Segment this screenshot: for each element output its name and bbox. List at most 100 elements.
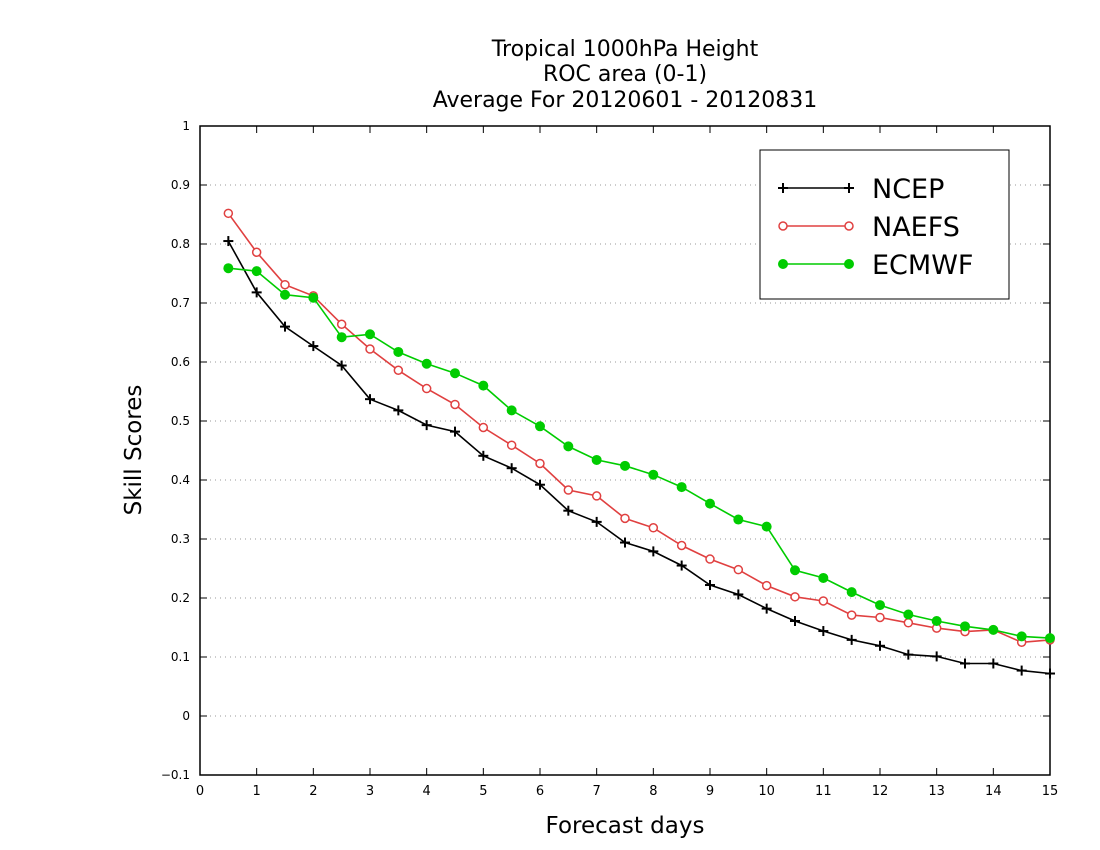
y-axis-label: Skill Scores xyxy=(121,385,147,516)
x-tick-label: 6 xyxy=(536,784,544,799)
naefs-point xyxy=(903,618,914,628)
ecmwf-point xyxy=(875,600,885,611)
ecmwf-point xyxy=(733,514,744,525)
ecmwf-point xyxy=(705,498,715,509)
ecmwf-point xyxy=(223,263,234,274)
ecmwf-point xyxy=(620,460,630,471)
legend-label-ncep: NCEP xyxy=(872,174,944,205)
ecmwf-point xyxy=(251,266,262,277)
legend-marker-naefs xyxy=(778,221,788,231)
y-tick-label: 0.6 xyxy=(171,355,190,369)
y-tick-label: 0.5 xyxy=(171,414,190,428)
x-tick-label: 10 xyxy=(758,784,775,799)
ecmwf-point xyxy=(563,441,574,452)
naefs-point xyxy=(818,596,829,606)
ecmwf-point xyxy=(846,587,857,598)
naefs-point xyxy=(506,440,517,450)
x-tick-label: 12 xyxy=(872,784,889,799)
ncep-line xyxy=(227,240,1051,675)
x-tick-label: 0 xyxy=(196,784,204,799)
chart-title-line-2: ROC area (0-1) xyxy=(542,62,708,87)
legend-box xyxy=(759,149,1010,300)
axis-ticks: −0.100.10.20.30.40.50.60.70.80.910 1 2 3 4 5 6… xyxy=(161,119,1058,799)
series-ncep xyxy=(223,236,1055,679)
ecmwf-point xyxy=(988,624,999,635)
ecmwf-point xyxy=(535,421,545,432)
x-axis-label: Forecast days xyxy=(546,813,705,839)
x-tick-label: 9 xyxy=(706,784,714,799)
chart-title-line-3: Average For 20120601 - 20120831 xyxy=(432,88,818,113)
ecmwf-point xyxy=(761,521,772,532)
naefs-point xyxy=(251,247,262,258)
y-tick-label: 0.9 xyxy=(171,178,190,192)
naefs-point xyxy=(591,491,602,501)
naefs-point xyxy=(648,523,659,533)
naefs-point xyxy=(365,344,375,354)
ecmwf-point xyxy=(931,616,942,627)
naefs-point xyxy=(280,279,290,290)
ecmwf-point xyxy=(1016,631,1027,642)
naefs-point xyxy=(563,485,574,495)
legend-label-ecmwf: ECMWF xyxy=(872,250,973,281)
legend-marker-ecmwf xyxy=(778,259,788,269)
naefs-point xyxy=(790,592,800,602)
x-tick-label: 3 xyxy=(366,784,374,799)
naefs-line xyxy=(227,212,1051,644)
legend-marker-naefs xyxy=(844,221,854,231)
naefs-point xyxy=(535,458,545,469)
y-tick-label: −0.1 xyxy=(161,768,190,782)
ecmwf-point xyxy=(308,292,319,303)
ecmwf-point xyxy=(591,454,602,465)
naefs-point xyxy=(676,540,687,551)
series-layer xyxy=(223,208,1055,679)
ecmwf-point xyxy=(280,289,290,300)
series-naefs xyxy=(223,208,1055,647)
x-tick-label: 4 xyxy=(423,784,431,799)
ecmwf-point xyxy=(478,380,489,391)
naefs-point xyxy=(393,365,404,376)
x-tick-label: 8 xyxy=(649,784,657,799)
x-tick-label: 2 xyxy=(309,784,317,799)
ecmwf-point xyxy=(365,329,375,340)
y-tick-label: 0.4 xyxy=(171,473,190,487)
naefs-point xyxy=(478,422,489,433)
naefs-point xyxy=(223,208,234,219)
ecmwf-point xyxy=(903,609,914,620)
ecmwf-point xyxy=(676,482,687,493)
x-tick-label: 14 xyxy=(985,784,1002,799)
x-tick-label: 15 xyxy=(1042,784,1059,799)
y-tick-label: 0.8 xyxy=(171,237,190,251)
ecmwf-point xyxy=(336,332,347,343)
ecmwf-point xyxy=(818,572,829,583)
ecmwf-point xyxy=(648,469,659,480)
chart-title-line-1: Tropical 1000hPa Height xyxy=(491,37,759,62)
legend: NCEP NAEFS ECMWF xyxy=(759,149,1010,300)
ecmwf-line xyxy=(228,267,1051,639)
naefs-point xyxy=(846,610,857,620)
plot-frame xyxy=(199,125,1051,776)
y-tick-label: 0.7 xyxy=(171,296,190,310)
ecmwf-point xyxy=(450,368,460,379)
y-tick-label: 1 xyxy=(182,119,190,133)
naefs-point xyxy=(421,383,432,394)
x-tick-label: 11 xyxy=(815,784,832,799)
legend-marker-ecmwf xyxy=(844,259,854,269)
naefs-point xyxy=(875,612,885,623)
ecmwf-point xyxy=(506,405,517,416)
y-tick-label: 0.2 xyxy=(171,591,190,605)
ecmwf-point xyxy=(1045,633,1055,644)
ecmwf-point xyxy=(421,358,432,369)
x-tick-label: 5 xyxy=(479,784,487,799)
x-tick-label: 1 xyxy=(253,784,261,799)
ecmwf-point xyxy=(790,565,800,576)
x-tick-label: 13 xyxy=(928,784,945,799)
legend-label-naefs: NAEFS xyxy=(872,212,960,243)
ecmwf-point xyxy=(393,346,404,357)
naefs-point xyxy=(761,580,772,591)
series-ecmwf xyxy=(223,263,1055,644)
y-tick-label: 0.1 xyxy=(171,650,190,664)
naefs-point xyxy=(620,513,630,524)
naefs-point xyxy=(705,554,715,564)
naefs-point xyxy=(733,564,744,575)
